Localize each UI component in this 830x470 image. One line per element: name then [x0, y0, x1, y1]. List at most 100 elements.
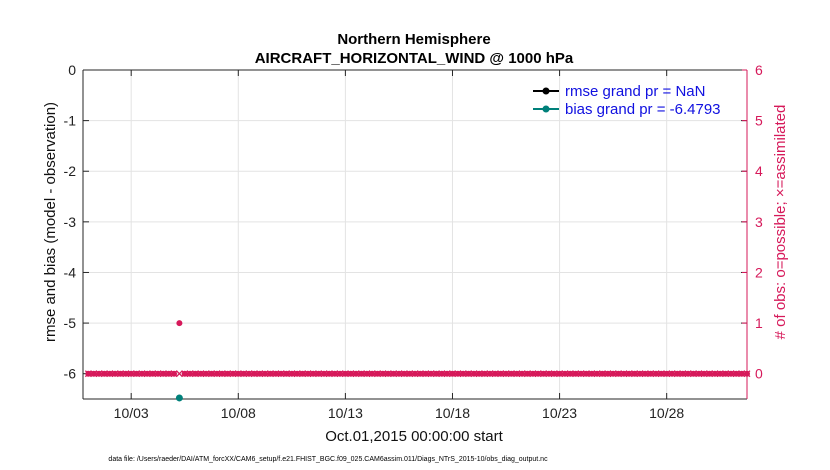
obs-assimilated-point	[475, 370, 483, 378]
y-right-tick-label: 3	[755, 214, 763, 230]
plot-marks	[84, 320, 751, 402]
obs-assimilated-point	[689, 370, 697, 378]
x-tick-label: 10/28	[649, 405, 684, 421]
x-tick-label: 10/23	[542, 405, 577, 421]
obs-assimilated-point	[234, 370, 242, 378]
obs-assimilated-point	[357, 370, 365, 378]
obs-assimilated-point	[561, 370, 569, 378]
y-axis-label: rmse and bias (model - observation)	[42, 102, 59, 342]
obs-assimilated-point	[368, 370, 376, 378]
x-tick-label: 10/08	[221, 405, 256, 421]
obs-assimilated-point	[315, 370, 323, 378]
obs-assimilated-point	[347, 370, 355, 378]
y-tick-label: -1	[64, 113, 77, 129]
y-tick-label: -5	[64, 315, 77, 331]
obs-assimilated-point	[716, 370, 724, 378]
obs-assimilated-point	[609, 370, 617, 378]
legend-label: rmse grand pr = NaN	[565, 83, 705, 100]
obs-assimilated-point	[331, 370, 339, 378]
axes: 0 -1 -2 -3 -4 -5 -6 0 1 2 3 4 5 6 10/03 10/08 10/13 10/18…	[64, 62, 763, 421]
obs-assimilated-point	[550, 370, 558, 378]
obs-assimilated-point	[95, 370, 103, 378]
obs-assimilated-point	[390, 370, 398, 378]
obs-assimilated-point	[657, 370, 665, 378]
obs-assimilated-point	[507, 370, 515, 378]
obs-assimilated-point	[631, 370, 639, 378]
obs-assimilated-point	[540, 370, 547, 378]
obs-assimilated-point	[465, 370, 473, 378]
obs-assimilated-point	[395, 370, 403, 378]
y-right-tick-label: 1	[755, 315, 763, 331]
obs-assimilated-point	[325, 370, 333, 378]
obs-assimilated-point	[529, 370, 537, 378]
obs-assimilated-point	[502, 370, 510, 378]
obs-assimilated-point	[186, 370, 194, 378]
obs-assimilated-point	[620, 370, 628, 378]
obs-assimilated-point	[406, 370, 414, 378]
y-right-tick-label: 4	[755, 163, 763, 179]
obs-assimilated-point	[240, 370, 248, 378]
obs-assimilated-point	[727, 370, 735, 378]
obs-assimilated-point	[309, 370, 317, 378]
legend-marker	[542, 87, 550, 95]
y-tick-label: -2	[64, 163, 77, 179]
obs-assimilated-point	[111, 370, 119, 378]
obs-assimilated-point	[652, 370, 660, 378]
obs-assimilated-point	[491, 370, 499, 378]
obs-assimilated-point	[679, 370, 687, 378]
x-tick-label: 10/03	[114, 405, 149, 421]
obs-assimilated-point	[202, 370, 210, 378]
x-tick-label: 10/18	[435, 405, 470, 421]
obs-assimilated-point	[175, 370, 183, 378]
obs-assimilated-point	[556, 370, 564, 378]
obs-assimilated-point	[668, 370, 676, 378]
obs-assimilated-point	[625, 370, 633, 378]
y-tick-label: -6	[64, 366, 77, 382]
obs-assimilated-point	[106, 370, 114, 378]
data-file-footer: data file: /Users/raeder/DAI/ATM_forcXX/…	[108, 456, 548, 463]
obs-assimilated-point	[277, 370, 285, 378]
obs-assimilated-point	[213, 370, 221, 378]
obs-assimilated-point	[427, 370, 435, 378]
x-axis-label: Oct.01,2015 00:00:00 start	[325, 428, 503, 445]
obs-assimilated-point	[486, 370, 494, 378]
obs-assimilated-point	[122, 370, 130, 378]
y-tick-label: -4	[64, 264, 77, 280]
obs-assimilated-point	[443, 370, 451, 378]
obs-assimilated-point	[743, 370, 751, 378]
obs-assimilated-point	[518, 370, 526, 378]
obs-assimilated-point	[341, 370, 349, 378]
obs-assimilated-point	[138, 370, 146, 378]
obs-assimilated-point	[513, 370, 521, 378]
obs-assimilated-point	[582, 370, 590, 378]
y-right-tick-label: 6	[755, 62, 763, 78]
obs-assimilated-point	[432, 370, 440, 378]
obs-assimilated-point	[100, 370, 108, 378]
obs-assimilated-point	[470, 370, 478, 378]
obs-assimilated-point	[732, 370, 740, 378]
y-axis-label-right: # of obs: o=possible; ×=assimilated	[772, 105, 789, 340]
obs-assimilated-point	[459, 370, 467, 378]
obs-assimilated-point	[577, 370, 585, 378]
obs-assimilated-point	[266, 370, 274, 378]
obs-assimilated-point	[545, 370, 553, 378]
y-right-tick-label: 0	[755, 366, 763, 382]
obs-assimilated-point	[181, 370, 189, 378]
obs-assimilated-point	[411, 370, 419, 378]
obs-assimilated-point	[593, 370, 601, 378]
obs-assimilated-point	[374, 370, 381, 378]
obs-assimilated-point	[711, 370, 719, 378]
obs-assimilated-point	[143, 370, 151, 378]
obs-assimilated-point	[416, 370, 424, 378]
obs-assimilated-point	[449, 370, 456, 378]
obs-assimilated-point	[256, 370, 264, 378]
legend-marker	[542, 105, 550, 113]
obs-assimilated-point	[722, 370, 730, 378]
obs-assimilated-point	[299, 370, 307, 378]
obs-assimilated-point	[229, 370, 237, 378]
chart-title: Northern Hemisphere	[337, 31, 490, 48]
obs-assimilated-point	[663, 370, 671, 378]
